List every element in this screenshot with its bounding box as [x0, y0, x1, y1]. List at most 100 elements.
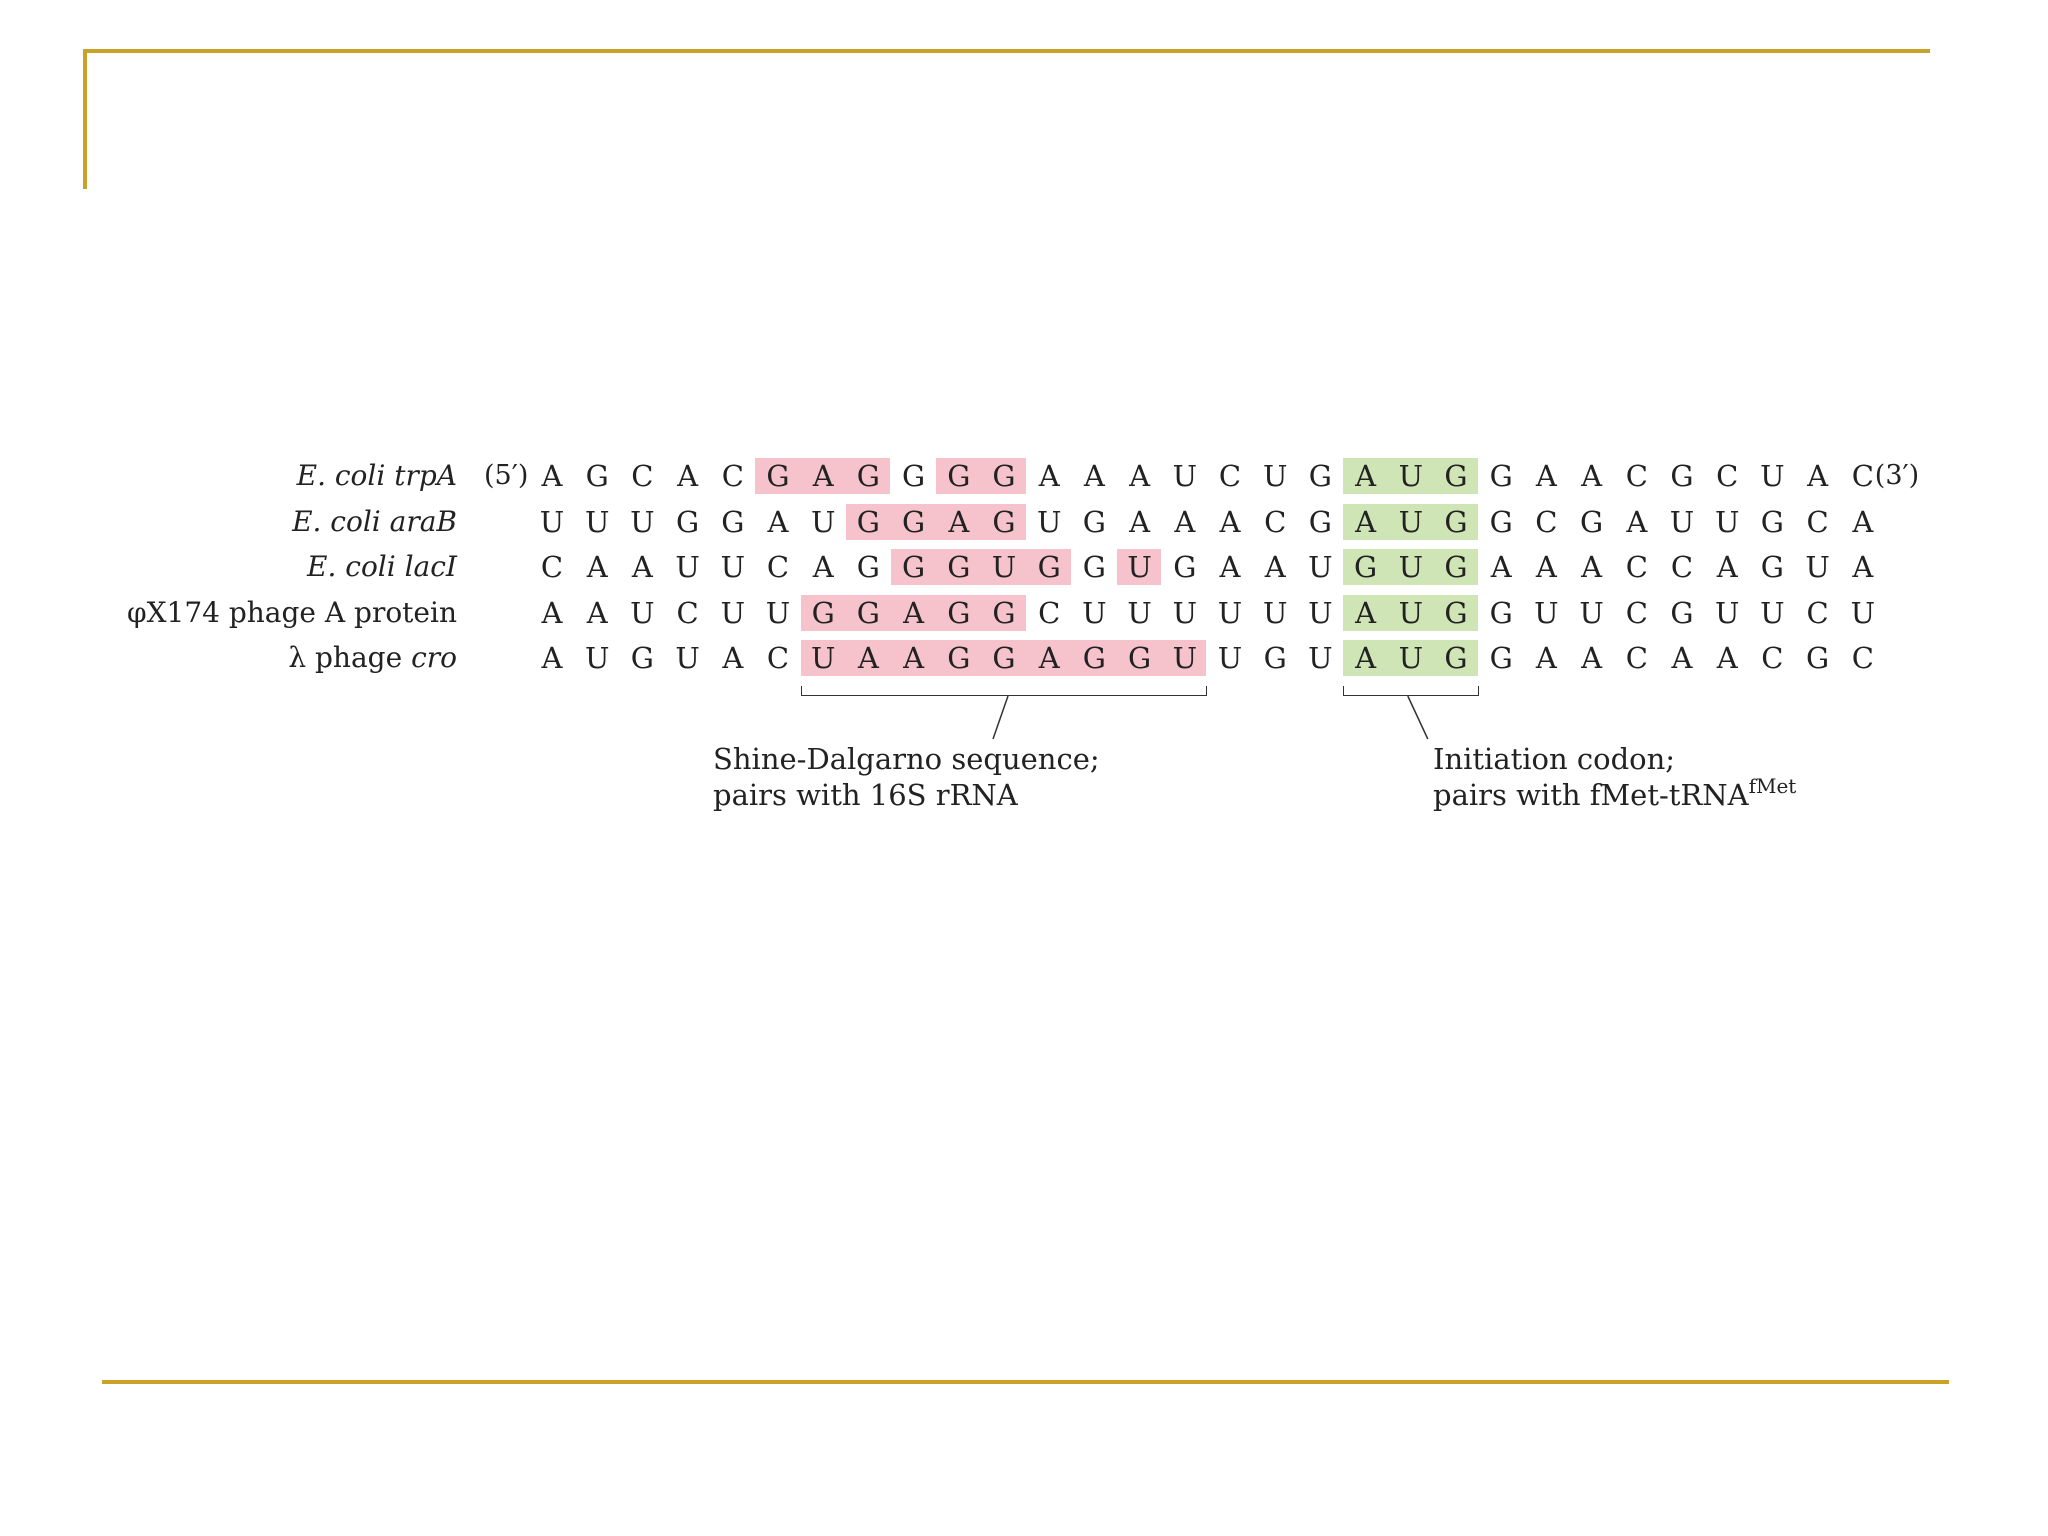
nucleotide: G [1444, 596, 1468, 630]
initiation-codon-annotation-line1: Initiation codon; [1433, 742, 1676, 776]
nucleotide: C [766, 641, 790, 675]
nucleotide: A [1219, 550, 1241, 584]
nucleotide: G [1670, 459, 1694, 493]
nucleotide: A [1535, 641, 1557, 675]
five-prime-label: (5′) [484, 460, 529, 491]
nucleotide: G [1444, 505, 1468, 539]
nucleotide: A [1355, 459, 1377, 493]
nucleotide: U [1714, 596, 1740, 630]
nucleotide: A [1129, 459, 1151, 493]
nucleotide: U [991, 550, 1017, 584]
nucleotide: U [1398, 505, 1424, 539]
nucleotide: C [1761, 641, 1784, 675]
nucleotide: G [1082, 550, 1106, 584]
nucleotide: C [1625, 550, 1648, 584]
nucleotide: U [1127, 596, 1152, 630]
nucleotide: A [1219, 505, 1241, 539]
nucleotide: U [1036, 505, 1062, 539]
nucleotide: A [1852, 550, 1874, 584]
nucleotide: U [1217, 596, 1243, 630]
row-label-italic: E. coli lacI [307, 550, 457, 583]
nucleotide: G [992, 596, 1016, 630]
initiation-codon-annotation-line2: pairs with fMet-tRNAfMet [1433, 776, 1796, 813]
nucleotide: U [630, 505, 655, 539]
nucleotide: U [1082, 596, 1107, 630]
nucleotide: U [1172, 641, 1198, 675]
nucleotide: G [1489, 459, 1513, 493]
nucleotide: C [1535, 505, 1558, 539]
row-label: E. coli trpA [297, 458, 457, 494]
nucleotide: G [1489, 596, 1513, 630]
nucleotide: A [1581, 459, 1603, 493]
nucleotide: G [992, 505, 1016, 539]
nucleotide: U [1398, 596, 1424, 630]
nucleotide: A [1852, 505, 1874, 539]
nucleotide: U [765, 596, 791, 630]
nucleotide: A [1581, 550, 1603, 584]
nucleotide: G [766, 459, 790, 493]
nucleotide: G [1308, 505, 1332, 539]
nucleotide: U [810, 641, 836, 675]
nucleotide: A [586, 596, 608, 630]
nucleotide: G [1173, 550, 1197, 584]
nucleotide: U [630, 596, 655, 630]
nucleotide: C [1851, 459, 1874, 493]
bottom-rule [102, 1380, 1949, 1384]
initiation-codon-highlight [1343, 504, 1478, 540]
nucleotide: A [1671, 641, 1693, 675]
nucleotide: C [1670, 550, 1694, 584]
nucleotide: U [1760, 459, 1785, 493]
nucleotide: A [722, 641, 744, 675]
shine-dalgarno-highlight [891, 549, 1071, 585]
nucleotide: G [1580, 505, 1604, 539]
nucleotide: A [1535, 459, 1557, 493]
nucleotide: A [903, 641, 925, 675]
initiation-codon-highlight [1343, 595, 1478, 631]
nucleotide: U [1172, 596, 1198, 630]
nucleotide: U [1579, 596, 1604, 630]
nucleotide: G [947, 596, 971, 630]
nucleotide: G [811, 596, 835, 630]
initiation-codon-highlight [1343, 549, 1478, 585]
nucleotide: U [720, 596, 746, 630]
shine-dalgarno-highlight [845, 504, 1026, 540]
three-prime-label: (3′) [1874, 460, 1920, 491]
nucleotide: G [1263, 641, 1287, 675]
nucleotide: U [1308, 596, 1333, 630]
nucleotide: A [1129, 505, 1151, 539]
nucleotide: G [902, 459, 926, 493]
shine-dalgarno-annotation: Shine-Dalgarno sequence; pairs with 16S … [713, 741, 1100, 813]
nucleotide: A [903, 596, 925, 630]
nucleotide: C [721, 459, 744, 493]
nucleotide: U [675, 641, 700, 675]
shine-dalgarno-highlight [936, 458, 1026, 494]
nucleotide: A [1716, 550, 1738, 584]
nucleotide: U [1127, 550, 1152, 584]
nucleotide: C [1218, 459, 1242, 493]
shine-dalgarno-leader [992, 695, 1009, 740]
nucleotide: A [541, 459, 563, 493]
row-label: λ phage cro [288, 640, 457, 676]
nucleotide: U [584, 641, 610, 675]
nucleotide: U [1172, 459, 1198, 493]
nucleotide: U [1398, 459, 1424, 493]
initiation-codon-highlight [1343, 458, 1478, 494]
nucleotide: C [1806, 596, 1829, 630]
nucleotide: G [856, 505, 880, 539]
nucleotide: A [1626, 505, 1648, 539]
nucleotide: A [1083, 459, 1105, 493]
nucleotide: U [1262, 459, 1288, 493]
shine-dalgarno-highlight [1117, 549, 1162, 585]
nucleotide: G [1760, 550, 1784, 584]
nucleotide: C [1851, 641, 1874, 675]
row-label-plain: φX174 phage A protein [126, 596, 457, 629]
nucleotide: A [1807, 459, 1829, 493]
initiation-codon-highlight [1343, 640, 1478, 676]
nucleotide: A [631, 550, 653, 584]
nucleotide: U [720, 550, 746, 584]
row-label: E. coli araB [292, 504, 457, 540]
nucleotide: G [676, 505, 700, 539]
nucleotide: G [1354, 550, 1378, 584]
row-label-italic: cro [411, 641, 457, 674]
